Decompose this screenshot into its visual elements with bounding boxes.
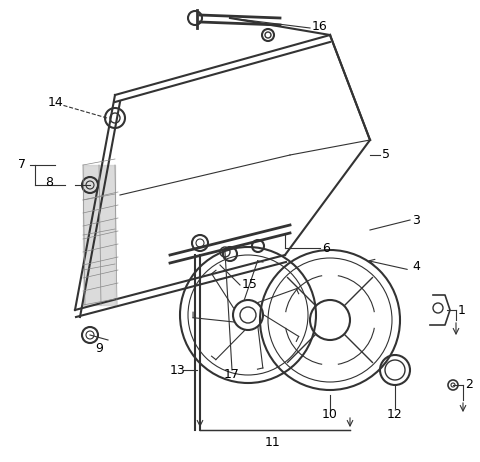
Polygon shape (83, 165, 115, 305)
Text: 12: 12 (387, 408, 403, 421)
Text: 13: 13 (170, 364, 186, 377)
Text: 11: 11 (265, 436, 281, 449)
Text: 14: 14 (48, 97, 64, 109)
Text: 17: 17 (224, 369, 240, 382)
Text: 4: 4 (412, 261, 420, 274)
Text: 8: 8 (45, 176, 53, 188)
Text: 6: 6 (322, 242, 330, 255)
Text: 1: 1 (458, 304, 466, 316)
Text: 15: 15 (242, 279, 258, 292)
Text: 16: 16 (312, 20, 328, 34)
Text: 7: 7 (18, 158, 26, 171)
Text: 9: 9 (95, 341, 103, 354)
Text: 5: 5 (382, 148, 390, 162)
Text: 10: 10 (322, 408, 338, 421)
Text: 3: 3 (412, 213, 420, 226)
Text: 2: 2 (465, 378, 473, 391)
